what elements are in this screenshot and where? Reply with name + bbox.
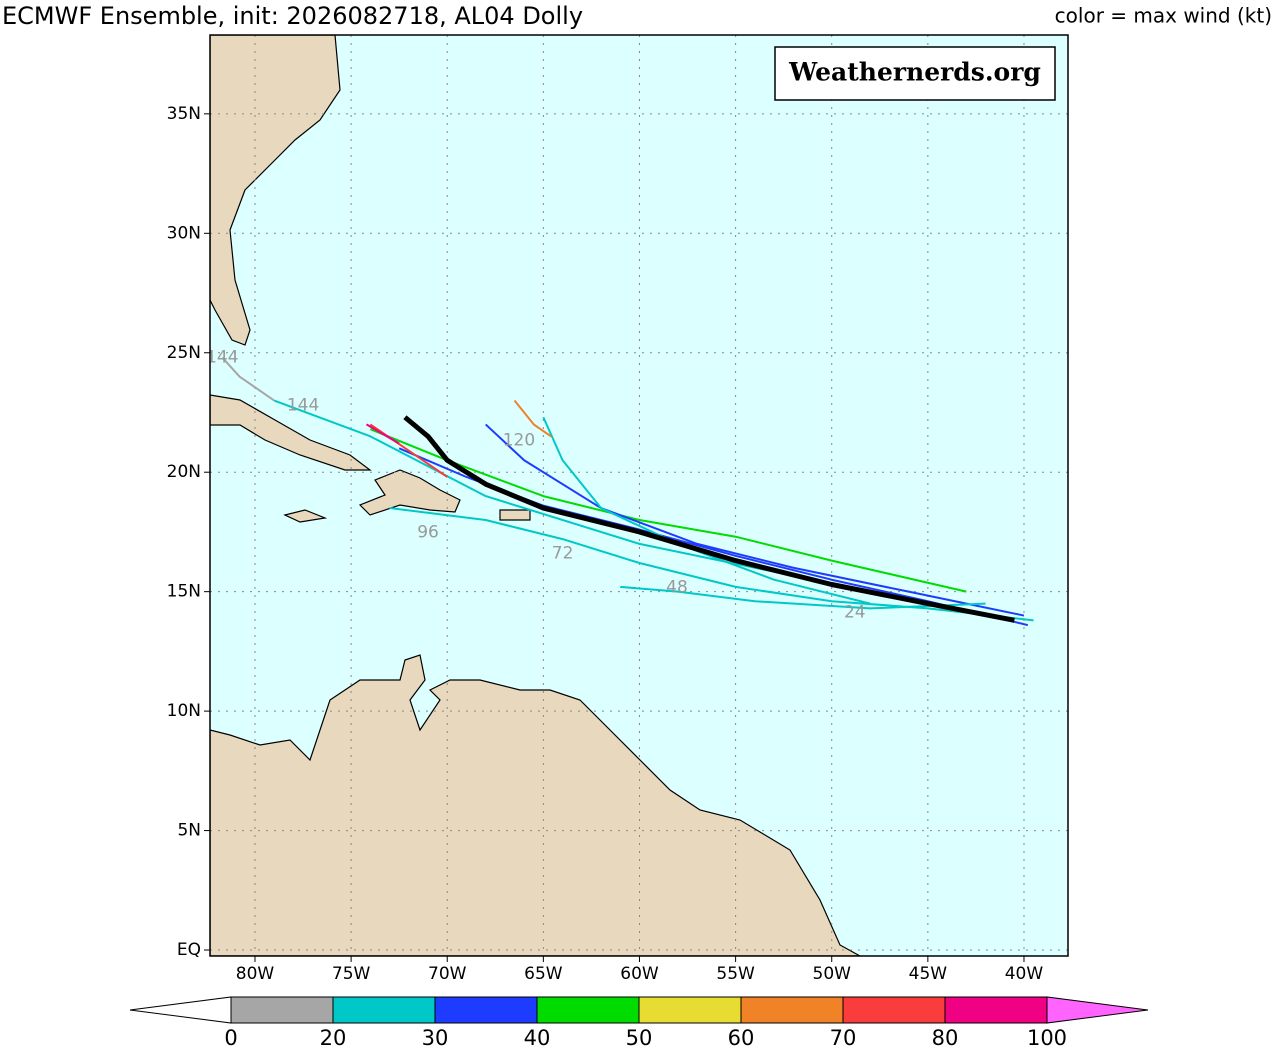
colorbar-box: [230, 996, 334, 1024]
hispaniola: [358, 469, 461, 516]
x-tick-label: 60W: [620, 964, 659, 984]
hour-label: 144: [206, 348, 238, 368]
y-tick-label: EQ: [177, 940, 201, 960]
member-track: [485, 423, 1025, 617]
jamaica: [283, 509, 328, 523]
x-tick-label: 80W: [236, 964, 275, 984]
watermark-box: [774, 46, 1056, 101]
y-tick-label: 5N: [177, 821, 201, 841]
y-tick-label: 10N: [167, 701, 201, 721]
colorbar-label: 100: [1027, 1026, 1067, 1050]
x-tick-label: 50W: [813, 964, 852, 984]
watermark: Weathernerds.org: [788, 58, 1041, 87]
x-tick-label: 40W: [1005, 964, 1044, 984]
colorbar-label: 30: [422, 1026, 449, 1050]
colorbar-box: [638, 996, 742, 1024]
member-track: [221, 356, 275, 402]
colorbar-box: [434, 996, 538, 1024]
colorbar-over: [1046, 996, 1149, 1024]
north-america: [210, 35, 341, 346]
colorbar-box: [536, 996, 640, 1024]
x-tick-label: 75W: [332, 964, 371, 984]
colorbar-box: [740, 996, 844, 1024]
hour-label: 24: [844, 602, 866, 622]
y-tick-label: 15N: [167, 582, 201, 602]
south-america: [210, 654, 861, 956]
mean-track: [403, 415, 1015, 623]
member-track: [620, 585, 986, 610]
y-tick-label: 30N: [167, 223, 201, 243]
colorbar-label: 60: [728, 1026, 755, 1050]
hour-label: 48: [666, 577, 688, 597]
y-tick-label: 35N: [167, 104, 201, 124]
x-tick-label: 65W: [524, 964, 563, 984]
colorbar-label: 40: [524, 1026, 551, 1050]
y-tick-label: 25N: [167, 343, 201, 363]
hour-label: 96: [417, 522, 439, 542]
puerto-rico: [499, 509, 531, 521]
x-tick-label: 70W: [428, 964, 467, 984]
colorbar-box: [842, 996, 946, 1024]
colorbar-label: 20: [320, 1026, 347, 1050]
colorbar-label: 80: [932, 1026, 959, 1050]
hour-label: 72: [552, 543, 574, 563]
hour-label: 120: [503, 430, 535, 450]
member-track: [273, 399, 813, 581]
colorbar-box: [944, 996, 1048, 1024]
legend-title: color = max wind (kt): [1055, 4, 1272, 28]
x-tick-label: 55W: [716, 964, 755, 984]
member-track: [513, 399, 552, 438]
y-tick-label: 20N: [167, 462, 201, 482]
colorbar-under: [129, 996, 232, 1024]
member-track: [542, 416, 871, 605]
colorbar-label: 50: [626, 1026, 653, 1050]
x-tick-label: 45W: [909, 964, 948, 984]
hour-label: 144: [287, 395, 319, 415]
colorbar-box: [332, 996, 436, 1024]
colorbar-label: 70: [830, 1026, 857, 1050]
cuba: [210, 394, 372, 471]
land: [210, 35, 861, 956]
title: ECMWF Ensemble, init: 2026082718, AL04 D…: [2, 2, 583, 30]
member-track: [365, 423, 400, 445]
colorbar-label: 0: [224, 1026, 237, 1050]
